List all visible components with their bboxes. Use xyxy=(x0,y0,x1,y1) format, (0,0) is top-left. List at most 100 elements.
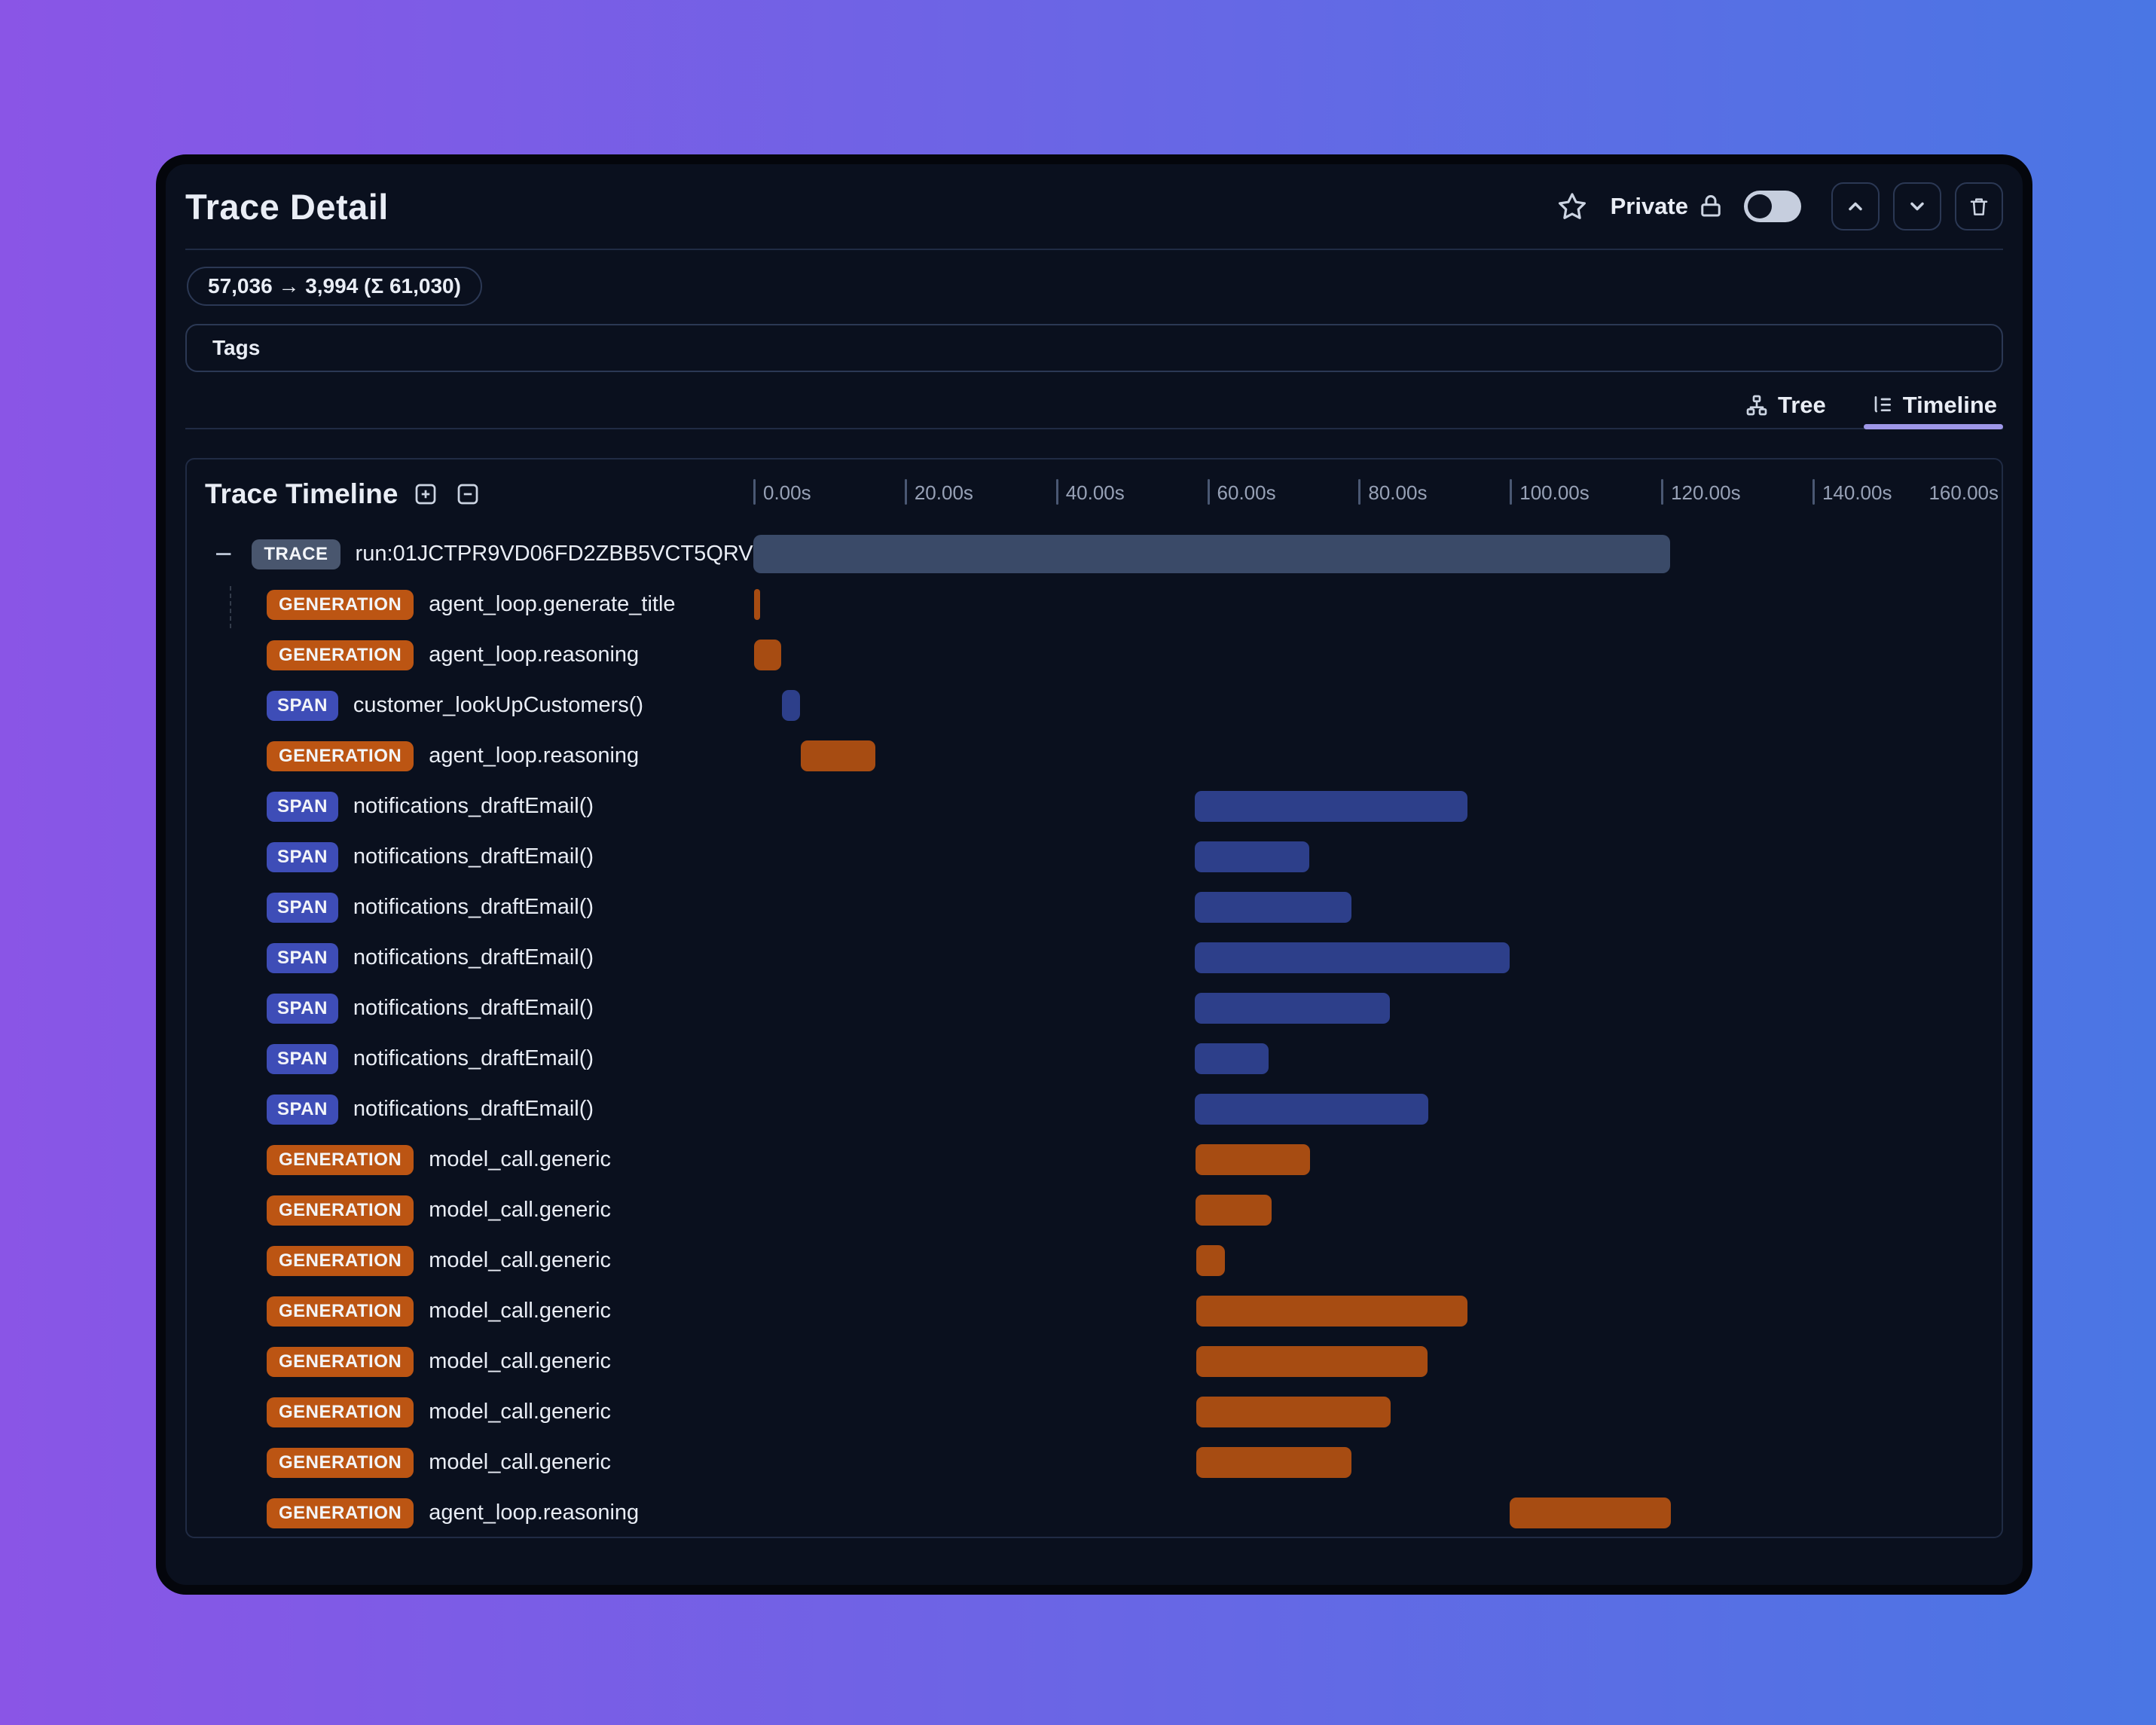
row-label-cell: GENERATION agent_loop.reasoning xyxy=(187,740,753,771)
observation-type-badge: GENERATION xyxy=(267,1195,414,1226)
trace-timeline-card: Trace Timeline 0.00s 20.00s 40.00s 60.00s 80… xyxy=(185,458,2003,1538)
timeline-row[interactable]: GENERATION model_call.generic xyxy=(187,1235,2002,1286)
duration-bar[interactable] xyxy=(1196,1397,1391,1427)
timeline-row[interactable]: SPAN notifications_draftEmail() xyxy=(187,983,2002,1033)
timeline-row[interactable]: GENERATION agent_loop.reasoning xyxy=(187,630,2002,680)
duration-bar[interactable] xyxy=(754,640,782,670)
duration-bar[interactable] xyxy=(1196,1245,1225,1276)
previous-observation-button[interactable] xyxy=(1831,182,1880,231)
observation-type-badge: SPAN xyxy=(267,993,338,1024)
row-label-cell: − TRACE run:01JCTPR9VD06FD2ZBB5VCT5QRV xyxy=(187,539,753,569)
tick-mark xyxy=(753,479,756,505)
tab-timeline[interactable]: Timeline xyxy=(1863,383,2004,429)
row-label-cell: SPAN notifications_draftEmail() xyxy=(187,892,753,923)
timeline-row[interactable]: GENERATION model_call.generic xyxy=(187,1387,2002,1437)
observation-type-badge: GENERATION xyxy=(267,1144,414,1175)
timeline-row[interactable]: GENERATION model_call.generic xyxy=(187,1185,2002,1235)
privacy-toggle[interactable] xyxy=(1744,191,1801,222)
duration-bar[interactable] xyxy=(1195,1094,1428,1125)
tick-label: 80.00s xyxy=(1368,481,1428,504)
row-label-cell: GENERATION agent_loop.generate_title xyxy=(187,589,753,620)
timeline-title: Trace Timeline xyxy=(205,478,399,509)
row-chart-area xyxy=(753,680,2002,731)
tick-label: 140.00s xyxy=(1822,481,1892,504)
duration-bar[interactable] xyxy=(1196,1144,1311,1175)
timeline-row[interactable]: GENERATION model_call.generic xyxy=(187,1437,2002,1488)
timeline-row[interactable]: SPAN notifications_draftEmail() xyxy=(187,832,2002,882)
row-chart-area xyxy=(753,882,2002,933)
timeline-row[interactable]: GENERATION model_call.generic xyxy=(187,1286,2002,1336)
observation-name: notifications_draftEmail() xyxy=(353,1046,594,1070)
tab-label: Tree xyxy=(1778,392,1826,418)
duration-bar[interactable] xyxy=(1195,841,1310,872)
timeline-row[interactable]: SPAN customer_lookUpCustomers() xyxy=(187,680,2002,731)
tags-label: Tags xyxy=(212,336,261,359)
row-chart-area xyxy=(753,579,2002,630)
timeline-row[interactable]: − TRACE run:01JCTPR9VD06FD2ZBB5VCT5QRV xyxy=(187,529,2002,579)
observation-name: notifications_draftEmail() xyxy=(353,895,594,919)
duration-bar[interactable] xyxy=(1196,1346,1428,1377)
timeline-row[interactable]: SPAN notifications_draftEmail() xyxy=(187,781,2002,832)
axis-tick: 80.00s xyxy=(1358,479,1427,505)
collapse-all-button[interactable] xyxy=(453,480,482,508)
duration-bar[interactable] xyxy=(1195,791,1467,822)
tick-label: 20.00s xyxy=(914,481,973,504)
row-chart-area xyxy=(753,731,2002,781)
duration-bar[interactable] xyxy=(754,589,761,620)
timeline-row[interactable]: SPAN notifications_draftEmail() xyxy=(187,933,2002,983)
timeline-row[interactable]: GENERATION model_call.generic xyxy=(187,1134,2002,1185)
tags-field[interactable]: Tags xyxy=(185,324,2003,372)
tick-mark xyxy=(1358,479,1361,505)
header-divider xyxy=(185,249,2003,250)
observation-type-badge: TRACE xyxy=(252,539,341,569)
observation-name: agent_loop.reasoning xyxy=(429,643,640,667)
row-label-cell: GENERATION agent_loop.reasoning xyxy=(187,1498,753,1528)
observation-name: model_call.generic xyxy=(429,1299,612,1323)
duration-bar[interactable] xyxy=(1510,1498,1672,1528)
row-label-cell: GENERATION agent_loop.reasoning xyxy=(187,640,753,670)
duration-bar[interactable] xyxy=(1195,1043,1269,1074)
tick-label: 120.00s xyxy=(1671,481,1741,504)
duration-bar[interactable] xyxy=(1195,942,1510,973)
observation-type-badge: SPAN xyxy=(267,1043,338,1074)
observation-type-badge: GENERATION xyxy=(267,1397,414,1427)
duration-bar[interactable] xyxy=(1195,892,1352,923)
timeline-row[interactable]: GENERATION agent_loop.generate_title xyxy=(187,579,2002,630)
row-label-cell: GENERATION model_call.generic xyxy=(187,1195,753,1226)
timeline-row[interactable]: GENERATION agent_loop.reasoning xyxy=(187,731,2002,781)
row-chart-area xyxy=(753,1084,2002,1134)
favorite-button[interactable] xyxy=(1556,191,1588,222)
duration-bar[interactable] xyxy=(1196,1195,1272,1226)
next-observation-button[interactable] xyxy=(1893,182,1941,231)
timeline-row[interactable]: GENERATION model_call.generic xyxy=(187,1336,2002,1387)
row-chart-area xyxy=(753,933,2002,983)
trace-detail-window: Trace Detail Private xyxy=(156,154,2032,1595)
observation-name: model_call.generic xyxy=(429,1147,612,1171)
timeline-row[interactable]: GENERATION agent_loop.reasoning xyxy=(187,1488,2002,1537)
duration-bar[interactable] xyxy=(753,535,1671,573)
timeline-row[interactable]: SPAN notifications_draftEmail() xyxy=(187,882,2002,933)
observation-type-badge: GENERATION xyxy=(267,1447,414,1478)
window-header: Trace Detail Private xyxy=(185,164,2003,249)
row-chart-area xyxy=(753,1185,2002,1235)
tick-mark xyxy=(1207,479,1210,505)
timeline-row[interactable]: SPAN notifications_draftEmail() xyxy=(187,1084,2002,1134)
observation-name: notifications_draftEmail() xyxy=(353,945,594,969)
row-chart-area xyxy=(753,781,2002,832)
duration-bar[interactable] xyxy=(1196,1447,1352,1478)
duration-bar[interactable] xyxy=(1195,993,1390,1024)
delete-button[interactable] xyxy=(1955,182,2003,231)
tab-tree[interactable]: Tree xyxy=(1739,383,1832,428)
expand-all-button[interactable] xyxy=(411,480,440,508)
row-label-cell: SPAN notifications_draftEmail() xyxy=(187,841,753,872)
trace-collapse-toggle[interactable]: − xyxy=(215,537,233,571)
axis-tick: 20.00s xyxy=(904,479,973,505)
axis-tick: 160.00s xyxy=(1921,479,1999,505)
timeline-row[interactable]: SPAN notifications_draftEmail() xyxy=(187,1033,2002,1084)
duration-bar[interactable] xyxy=(801,740,875,771)
duration-bar[interactable] xyxy=(1196,1296,1467,1327)
row-label-cell: GENERATION model_call.generic xyxy=(187,1296,753,1327)
observation-type-badge: GENERATION xyxy=(267,589,414,620)
chevron-down-icon xyxy=(1907,196,1928,217)
duration-bar[interactable] xyxy=(782,690,801,721)
